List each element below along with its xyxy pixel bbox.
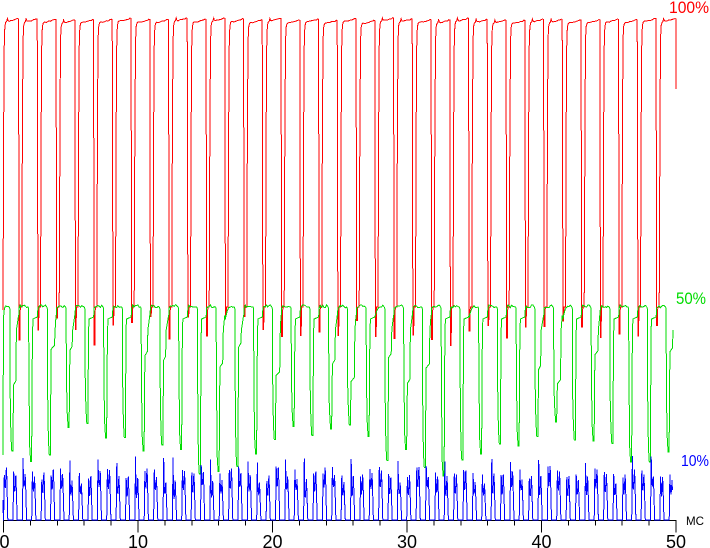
svg-text:50: 50 [666, 532, 686, 548]
svg-text:10: 10 [128, 532, 148, 548]
svg-text:40: 40 [531, 532, 551, 548]
svg-text:30: 30 [397, 532, 417, 548]
svg-text:100%: 100% [669, 0, 709, 17]
svg-text:50%: 50% [676, 289, 706, 308]
svg-text:10%: 10% [681, 453, 709, 470]
svg-text:0: 0 [0, 532, 10, 548]
svg-text:20: 20 [262, 532, 282, 548]
svg-text:МС: МС [686, 514, 704, 528]
